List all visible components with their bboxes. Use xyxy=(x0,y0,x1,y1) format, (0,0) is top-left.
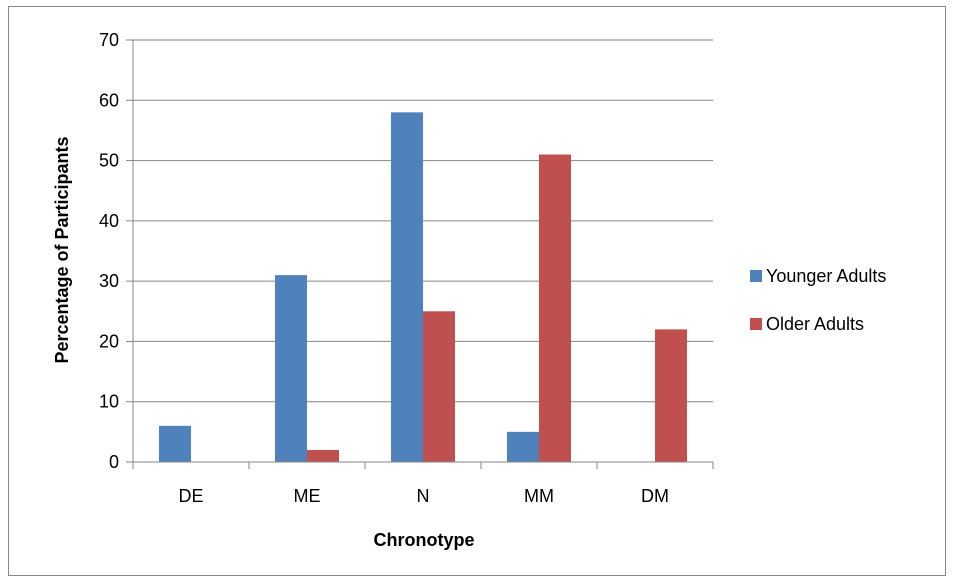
x-tick-label: DE xyxy=(178,486,203,506)
legend-label: Older Adults xyxy=(766,314,864,334)
legend-swatch xyxy=(750,270,762,282)
x-tick-label: DM xyxy=(641,486,669,506)
chart-frame xyxy=(8,6,946,576)
y-tick-label: 0 xyxy=(109,452,119,472)
bar xyxy=(539,154,571,463)
y-tick-label: 10 xyxy=(99,392,119,412)
y-tick-label: 20 xyxy=(99,331,119,351)
bar xyxy=(275,275,307,462)
legend-label: Younger Adults xyxy=(766,266,886,286)
bar xyxy=(391,112,423,462)
legend: Younger Adults Older Adults xyxy=(750,266,886,334)
x-tick-label: N xyxy=(417,486,430,506)
y-tick-label: 50 xyxy=(99,151,119,171)
y-tick-label: 70 xyxy=(99,30,119,50)
x-axis-title: Chronotype xyxy=(374,530,475,550)
bar xyxy=(423,311,455,462)
bar xyxy=(307,449,339,462)
y-tick-label: 40 xyxy=(99,211,119,231)
x-tick-label: MM xyxy=(524,486,554,506)
y-tick-labels: 0 10 20 30 40 50 60 70 xyxy=(99,30,119,472)
bar xyxy=(655,329,687,462)
y-tick-label: 30 xyxy=(99,271,119,291)
bars xyxy=(159,112,687,463)
bar xyxy=(507,431,539,462)
x-tick-labels: DE ME N MM DM xyxy=(178,486,669,506)
x-tick-label: ME xyxy=(294,486,321,506)
y-axis-title: Percentage of Participants xyxy=(52,136,72,363)
y-tick-label: 60 xyxy=(99,90,119,110)
axes xyxy=(126,39,714,469)
legend-swatch xyxy=(750,318,762,330)
bar xyxy=(159,425,191,462)
